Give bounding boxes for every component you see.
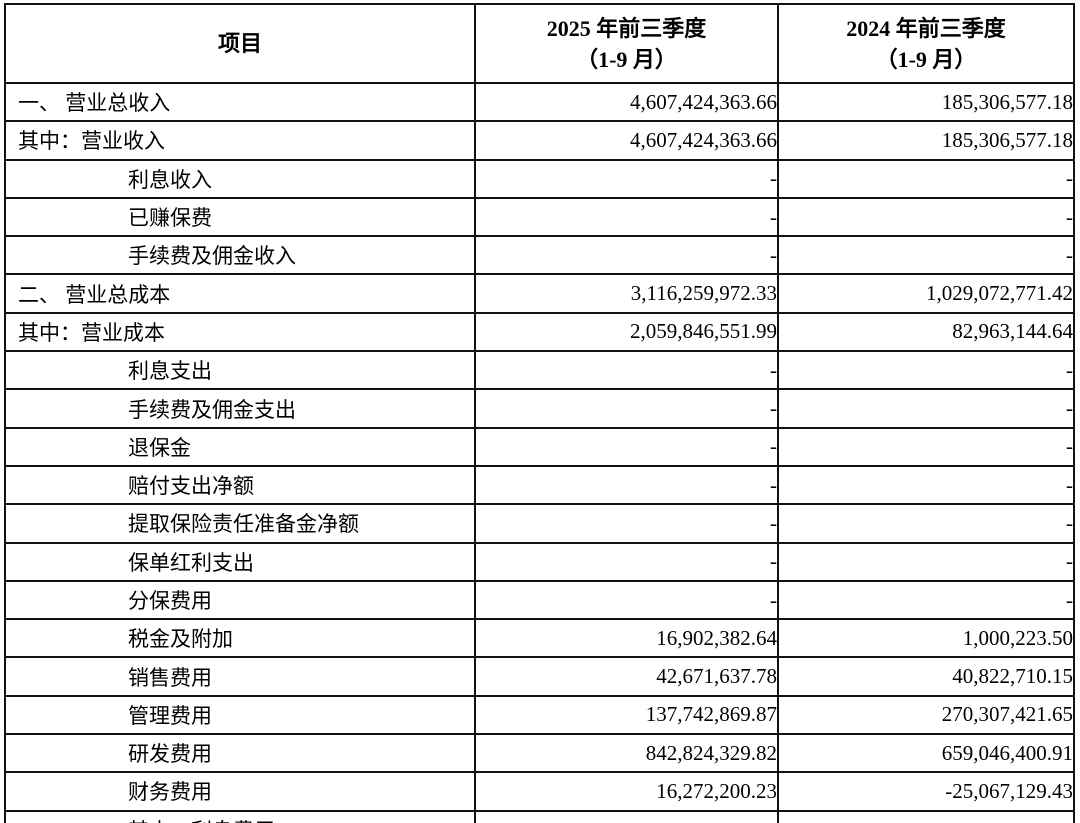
value-2024-cell: 270,307,421.65 bbox=[777, 694, 1075, 736]
row-label-cell: 研发费用 bbox=[4, 733, 476, 774]
header-cell-2024: 2024 年前三季度 （1-9 月） bbox=[777, 3, 1075, 84]
table-row: 其中：营业成本 2,059,846,551.99 82,963,144.64 bbox=[4, 311, 1075, 353]
value-2024-cell: - bbox=[777, 426, 1075, 467]
value-2025-cell: - bbox=[474, 196, 779, 238]
value-2024-cell bbox=[777, 809, 1075, 823]
value-2025-cell: 137,742,869.87 bbox=[474, 694, 779, 736]
row-label-cell: 分保费用 bbox=[4, 579, 476, 621]
value-2024-cell: 40,822,710.15 bbox=[777, 656, 1075, 697]
header-row: 项目 2025 年前三季度 （1-9 月） 2024 年前三季度 （1-9 月） bbox=[4, 3, 1075, 84]
row-label-cell: 利息收入 bbox=[4, 158, 476, 199]
row-label-cell: 其中：利息费用 bbox=[4, 809, 476, 823]
value-2025-cell: - bbox=[474, 503, 779, 544]
value-2025-cell: - bbox=[474, 426, 779, 467]
value-2025-cell: - bbox=[474, 464, 779, 506]
row-label-cell: 财务费用 bbox=[4, 771, 476, 812]
value-2024-cell: 82,963,144.64 bbox=[777, 311, 1075, 353]
row-label-cell: 手续费及佣金收入 bbox=[4, 235, 476, 276]
value-2025-cell: - bbox=[474, 350, 779, 391]
table-row: 手续费及佣金收入 - - bbox=[4, 235, 1075, 276]
table-row: 利息支出 - - bbox=[4, 350, 1075, 391]
header-2025-line1: 2025 年前三季度 bbox=[546, 15, 707, 41]
header-2025-line2: （1-9 月） bbox=[576, 46, 677, 72]
value-2024-cell: - bbox=[777, 158, 1075, 199]
table-row: 提取保险责任准备金净额 - - bbox=[4, 503, 1075, 544]
value-2024-cell: 185,306,577.18 bbox=[777, 81, 1075, 123]
row-label-cell: 赔付支出净额 bbox=[4, 464, 476, 506]
value-2025-cell: 842,824,329.82 bbox=[474, 733, 779, 774]
value-2025-cell: - bbox=[474, 388, 779, 429]
row-label-cell: 管理费用 bbox=[4, 694, 476, 736]
table-row: 二、 营业总成本 3,116,259,972.33 1,029,072,771.… bbox=[4, 273, 1075, 314]
table-row: 一、 营业总收入 4,607,424,363.66 185,306,577.18 bbox=[4, 81, 1075, 123]
row-label-cell: 税金及附加 bbox=[4, 618, 476, 659]
row-label-cell: 二、 营业总成本 bbox=[4, 273, 476, 314]
value-2025-cell: - bbox=[474, 541, 779, 582]
row-label-cell: 利息支出 bbox=[4, 350, 476, 391]
value-2025-cell: 16,902,382.64 bbox=[474, 618, 779, 659]
header-cell-2025: 2025 年前三季度 （1-9 月） bbox=[474, 3, 779, 84]
row-label-cell: 保单红利支出 bbox=[4, 541, 476, 582]
value-2025-cell: - bbox=[474, 235, 779, 276]
value-2024-cell: - bbox=[777, 464, 1075, 506]
table-body: 一、 营业总收入 4,607,424,363.66 185,306,577.18… bbox=[4, 81, 1075, 823]
value-2024-cell: - bbox=[777, 579, 1075, 621]
row-label-cell: 销售费用 bbox=[4, 656, 476, 697]
header-item-label: 项目 bbox=[217, 31, 262, 56]
table-row: 保单红利支出 - - bbox=[4, 541, 1075, 582]
header-cell-item: 项目 bbox=[4, 3, 476, 84]
header-2024-line1: 2024 年前三季度 bbox=[846, 15, 1006, 41]
value-2024-cell: - bbox=[777, 503, 1075, 544]
table-row: 税金及附加 16,902,382.64 1,000,223.50 bbox=[4, 618, 1075, 659]
value-2024-cell: 1,029,072,771.42 bbox=[777, 273, 1075, 314]
value-2024-cell: 1,000,223.50 bbox=[777, 618, 1075, 659]
value-2024-cell: - bbox=[777, 196, 1075, 238]
value-2024-cell: 659,046,400.91 bbox=[777, 733, 1075, 774]
table-row: 研发费用 842,824,329.82 659,046,400.91 bbox=[4, 733, 1075, 774]
table-row: 其中：营业收入 4,607,424,363.66 185,306,577.18 bbox=[4, 120, 1075, 161]
table-row: 分保费用 - - bbox=[4, 579, 1075, 621]
table-row: 手续费及佣金支出 - - bbox=[4, 388, 1075, 429]
row-label-cell: 退保金 bbox=[4, 426, 476, 467]
value-2024-cell: 185,306,577.18 bbox=[777, 120, 1075, 161]
row-label-cell: 其中：营业收入 bbox=[4, 120, 476, 161]
value-2025-cell: 2,059,846,551.99 bbox=[474, 311, 779, 353]
row-label-cell: 已赚保费 bbox=[4, 196, 476, 238]
row-label-cell: 一、 营业总收入 bbox=[4, 81, 476, 123]
header-2024-line2: （1-9 月） bbox=[875, 46, 977, 72]
value-2024-cell: - bbox=[777, 350, 1075, 391]
table-row: 利息收入 - - bbox=[4, 158, 1075, 199]
value-2024-cell: - bbox=[777, 235, 1075, 276]
table-row: 已赚保费 - - bbox=[4, 196, 1075, 238]
value-2025-cell: 16,272,200.23 bbox=[474, 771, 779, 812]
value-2025-cell: 3,116,259,972.33 bbox=[474, 273, 779, 314]
value-2024-cell: -25,067,129.43 bbox=[777, 771, 1075, 812]
table-row: 销售费用 42,671,637.78 40,822,710.15 bbox=[4, 656, 1075, 697]
table-row-partial: 其中：利息费用 bbox=[4, 809, 1075, 823]
table-header: 项目 2025 年前三季度 （1-9 月） 2024 年前三季度 （1-9 月） bbox=[4, 3, 1075, 84]
value-2025-cell bbox=[474, 809, 779, 823]
table-row: 管理费用 137,742,869.87 270,307,421.65 bbox=[4, 694, 1075, 736]
table-row: 赔付支出净额 - - bbox=[4, 464, 1075, 506]
table-row: 财务费用 16,272,200.23 -25,067,129.43 bbox=[4, 771, 1075, 812]
row-label-cell: 其中：营业成本 bbox=[4, 311, 476, 353]
row-label-cell: 手续费及佣金支出 bbox=[4, 388, 476, 429]
table-row: 退保金 - - bbox=[4, 426, 1075, 467]
value-2025-cell: 42,671,637.78 bbox=[474, 656, 779, 697]
value-2024-cell: - bbox=[777, 541, 1075, 582]
value-2025-cell: 4,607,424,363.66 bbox=[474, 81, 779, 123]
row-label-cell: 提取保险责任准备金净额 bbox=[4, 503, 476, 544]
value-2025-cell: 4,607,424,363.66 bbox=[474, 120, 779, 161]
value-2024-cell: - bbox=[777, 388, 1075, 429]
value-2025-cell: - bbox=[474, 579, 779, 621]
income-statement-table: 项目 2025 年前三季度 （1-9 月） 2024 年前三季度 （1-9 月）… bbox=[4, 3, 1075, 823]
value-2025-cell: - bbox=[474, 158, 779, 199]
